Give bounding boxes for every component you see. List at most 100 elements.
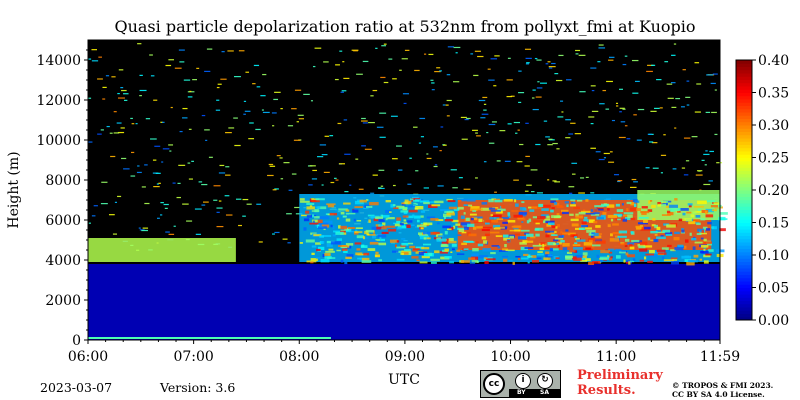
noise-speckle bbox=[362, 122, 368, 124]
noise-speckle bbox=[490, 58, 498, 60]
layer-texture bbox=[701, 230, 705, 233]
surface-signal bbox=[88, 337, 331, 339]
layer-texture bbox=[586, 229, 596, 233]
noise-speckle bbox=[114, 201, 118, 203]
layer-texture bbox=[522, 240, 525, 243]
layer-texture bbox=[594, 235, 602, 238]
layer-texture bbox=[416, 219, 420, 223]
layer-texture bbox=[643, 256, 647, 260]
noise-speckle bbox=[419, 117, 426, 120]
layer-texture bbox=[353, 231, 359, 235]
colorbar-segment bbox=[736, 271, 752, 275]
layer-texture bbox=[409, 198, 414, 201]
noise-speckle bbox=[506, 95, 513, 98]
layer-texture bbox=[570, 202, 576, 204]
noise-speckle bbox=[174, 67, 182, 69]
layer-texture bbox=[584, 216, 588, 219]
noise-speckle bbox=[144, 164, 148, 166]
noise-speckle bbox=[552, 180, 557, 182]
noise-speckle bbox=[141, 229, 148, 232]
colorbar-segment bbox=[736, 284, 752, 288]
layer-texture bbox=[451, 219, 459, 223]
layer-texture bbox=[674, 231, 680, 235]
cc-license-badge[interactable]: cc i ↻ BY SA bbox=[480, 370, 561, 398]
colorbar-tick-label: 0.35 bbox=[758, 86, 789, 102]
noise-speckle bbox=[486, 131, 489, 134]
layer-texture bbox=[550, 198, 559, 201]
noise-speckle bbox=[288, 189, 293, 191]
layer-texture bbox=[458, 228, 465, 233]
layer-texture bbox=[693, 254, 699, 258]
layer-texture bbox=[480, 207, 490, 211]
noise-speckle bbox=[683, 174, 689, 176]
noise-speckle bbox=[329, 135, 334, 137]
layer-texture bbox=[511, 210, 519, 212]
layer-texture bbox=[545, 234, 550, 238]
y-tick-label: 14000 bbox=[36, 53, 81, 69]
layer-texture bbox=[555, 257, 560, 260]
layer-texture bbox=[528, 218, 532, 222]
noise-speckle bbox=[705, 111, 711, 114]
layer-texture bbox=[396, 227, 402, 230]
layer-texture bbox=[590, 214, 600, 216]
layer-texture bbox=[371, 226, 381, 231]
layer-texture bbox=[595, 225, 601, 228]
layer-texture bbox=[581, 221, 587, 225]
layer-texture bbox=[448, 237, 454, 242]
noise-speckle bbox=[244, 110, 251, 112]
layer-texture bbox=[550, 200, 556, 203]
colorbar-segment bbox=[736, 177, 752, 181]
layer-texture bbox=[689, 260, 698, 263]
layer-texture bbox=[700, 237, 704, 240]
noise-speckle bbox=[309, 165, 316, 167]
layer-texture bbox=[344, 260, 348, 265]
layer-texture bbox=[505, 249, 515, 252]
layer-texture bbox=[582, 255, 587, 259]
noise-speckle bbox=[213, 185, 221, 187]
layer-texture bbox=[539, 247, 545, 251]
layer-texture bbox=[684, 239, 689, 243]
layer-texture bbox=[413, 202, 417, 205]
layer-texture bbox=[633, 203, 637, 208]
noise-speckle bbox=[478, 99, 486, 102]
noise-speckle bbox=[705, 150, 708, 152]
noise-speckle bbox=[671, 54, 676, 56]
noise-speckle bbox=[565, 119, 571, 121]
noise-speckle bbox=[608, 161, 615, 163]
layer-texture bbox=[420, 222, 423, 225]
layer-texture bbox=[311, 245, 317, 248]
layer-texture bbox=[613, 213, 622, 217]
layer-texture bbox=[312, 219, 318, 223]
noise-speckle bbox=[591, 110, 599, 113]
layer-texture bbox=[312, 220, 315, 223]
layer-texture bbox=[444, 248, 450, 252]
colorbar-segment bbox=[736, 212, 752, 217]
layer-texture bbox=[647, 260, 653, 263]
noise-speckle bbox=[531, 97, 535, 99]
noise-speckle bbox=[686, 104, 690, 106]
layer-texture bbox=[306, 214, 317, 218]
layer-texture bbox=[457, 227, 468, 230]
noise-speckle bbox=[608, 56, 615, 58]
layer-texture bbox=[631, 239, 640, 243]
layer-texture bbox=[582, 248, 593, 251]
layer-texture bbox=[573, 257, 582, 261]
layer-texture bbox=[412, 248, 418, 252]
colorbar-segment bbox=[736, 134, 752, 139]
layer-texture bbox=[463, 212, 466, 215]
noise-speckle bbox=[651, 64, 656, 66]
noise-speckle bbox=[696, 83, 702, 85]
layer-texture bbox=[527, 261, 530, 264]
layer-texture bbox=[697, 200, 707, 205]
colorbar-segment bbox=[736, 118, 752, 123]
colorbar-segment bbox=[736, 99, 752, 103]
noise-speckle bbox=[225, 166, 230, 168]
noise-speckle bbox=[255, 128, 261, 131]
noise-speckle bbox=[532, 89, 536, 91]
noise-speckle bbox=[97, 133, 102, 135]
layer-texture bbox=[320, 259, 330, 263]
noise-speckle bbox=[154, 145, 161, 147]
noise-speckle bbox=[571, 162, 578, 164]
layer-texture bbox=[680, 208, 689, 211]
colorbar-segment bbox=[736, 300, 752, 305]
